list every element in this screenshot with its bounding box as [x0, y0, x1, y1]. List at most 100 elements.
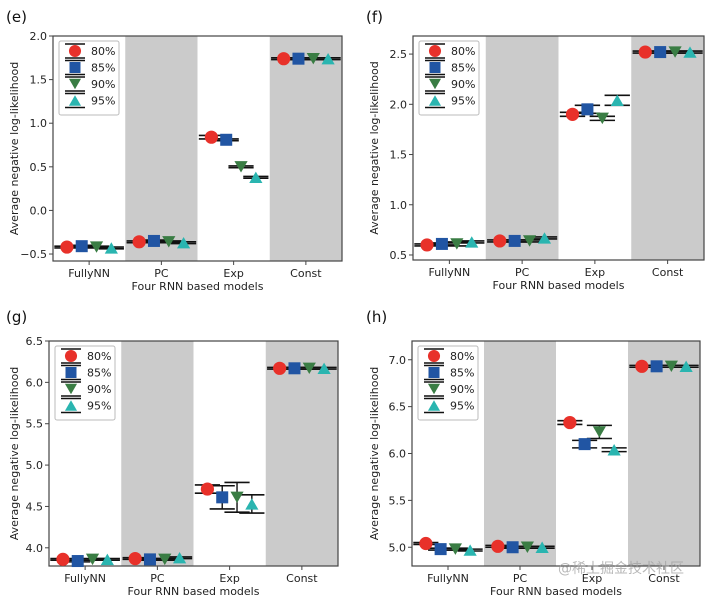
data-point-85pct — [216, 491, 229, 504]
y-tick-label: 2.0 — [30, 30, 48, 43]
y-tick-label: 1.0 — [390, 199, 408, 212]
plot-frame — [52, 35, 343, 262]
x-tick-label: Const — [286, 572, 318, 585]
chart-h: (h) 5.0 5.5 6.0 6.5 7.0 FullyNN PC Exp Const Four … — [366, 308, 701, 597]
data-point-85pct — [654, 46, 667, 59]
x-tick-label: Exp — [223, 267, 243, 280]
legend-marker-95pct — [64, 400, 78, 411]
legend-marker-95pct — [428, 95, 442, 106]
y-tick-label: 0.0 — [30, 204, 48, 217]
data-point-85pct — [147, 234, 160, 247]
legend-marker-85pct — [65, 367, 77, 378]
x-tick-label: FullyNN — [68, 267, 110, 280]
shaded-band-const — [265, 341, 338, 566]
legend-box — [417, 345, 479, 421]
chart-f: (f) 0.5 1.0 1.5 2.0 2.5 FullyNN PC Exp Const Four … — [366, 8, 705, 292]
data-point-80pct — [56, 552, 70, 566]
data-point-80pct — [204, 130, 219, 144]
shaded-band-const — [631, 36, 704, 260]
data-point-90pct — [302, 362, 316, 374]
watermark: @稀土掘金技术社区 — [558, 561, 684, 577]
legend-label: 80% — [451, 45, 475, 58]
plot-frame — [48, 340, 339, 567]
legend-marker-95pct — [427, 400, 441, 411]
data-point-80pct — [273, 361, 287, 375]
data-point-85pct — [75, 240, 88, 253]
y-tick-label: 0.5 — [390, 249, 408, 262]
data-point-80pct — [420, 238, 434, 252]
data-point-95pct — [100, 553, 114, 566]
data-point-90pct — [158, 553, 172, 566]
x-tick-label: PC — [513, 572, 528, 585]
legend-marker-95pct — [68, 95, 82, 106]
data-point-90pct — [230, 491, 244, 504]
y-tick-label: 5.0 — [26, 459, 44, 472]
data-point-90pct — [668, 46, 682, 58]
y-tick-label: 4.0 — [26, 542, 44, 555]
y-tick-label: 6.0 — [26, 376, 44, 389]
data-point-80pct — [132, 235, 146, 249]
legend-label: 90% — [451, 78, 475, 91]
legend: 80% 85% 90% 95% — [58, 40, 120, 116]
legend-label: 85% — [91, 62, 115, 75]
data-point-80pct — [60, 240, 74, 254]
panel-label: (e) — [6, 8, 27, 26]
shaded-band-pc — [125, 36, 198, 261]
legend-box — [58, 40, 120, 116]
data-point-90pct — [448, 543, 462, 555]
legend-label: 95% — [451, 95, 475, 108]
data-point-85pct — [292, 52, 305, 65]
data-point-95pct — [465, 236, 479, 248]
data-point-85pct — [506, 541, 519, 554]
x-tick-label: FullyNN — [428, 266, 470, 279]
y-axis-label: Average negative log-likelihood — [8, 62, 21, 235]
y-tick-label: 0.5 — [30, 161, 48, 174]
legend: 80% 85% 90% 95% — [54, 345, 116, 421]
data-point-95pct — [321, 52, 335, 65]
data-point-95pct — [249, 171, 263, 183]
data-point-85pct — [650, 360, 663, 373]
legend: 80% 85% 90% 95% — [418, 40, 480, 116]
data-point-80pct — [638, 45, 652, 59]
data-point-90pct — [592, 426, 606, 438]
legend-marker-80pct — [68, 44, 82, 58]
x-tick-label: Exp — [219, 572, 239, 585]
x-tick-label: FullyNN — [427, 572, 469, 585]
y-tick-label: 5.0 — [389, 541, 407, 554]
data-point-90pct — [85, 553, 100, 566]
legend-label: 90% — [91, 78, 115, 91]
legend-marker-85pct — [428, 367, 440, 378]
data-point-80pct — [563, 415, 577, 430]
legend-marker-90pct — [427, 383, 441, 395]
legend-label: 85% — [450, 367, 474, 380]
y-tick-label: 6.0 — [389, 448, 407, 461]
legend-label: 80% — [87, 350, 111, 363]
legend-label: 95% — [87, 400, 111, 413]
legend-label: 90% — [450, 383, 474, 396]
data-point-85pct — [288, 362, 301, 375]
legend-label: 80% — [450, 350, 474, 363]
x-tick-label: Const — [648, 572, 680, 585]
x-tick-label: Exp — [582, 572, 602, 585]
data-point-85pct — [581, 103, 594, 116]
legend-marker-85pct — [69, 62, 81, 73]
data-point-80pct — [565, 107, 580, 121]
y-tick-label: 1.0 — [30, 117, 48, 130]
data-point-90pct — [162, 236, 176, 248]
x-axis-label: Four RNN based models — [493, 279, 625, 292]
data-point-85pct — [220, 133, 233, 146]
data-point-85pct — [71, 555, 84, 568]
chart-panel-e: (e) −0.5 0.0 0.5 1.0 1.5 2.0 FullyNN PC Exp Const F… — [0, 0, 360, 298]
y-tick-label: 5.5 — [26, 418, 44, 431]
y-tick-label: 7.0 — [389, 354, 407, 367]
data-point-90pct — [522, 235, 537, 247]
data-point-90pct — [520, 541, 534, 553]
chart-g: (g) 4.0 4.5 5.0 5.5 6.0 6.5 FullyNN PC Exp Const Fo… — [6, 308, 339, 597]
data-point-95pct — [317, 362, 331, 374]
data-point-85pct — [434, 543, 447, 556]
x-tick-label: Const — [652, 266, 684, 279]
legend-marker-80pct — [427, 349, 441, 363]
chart-panel-h: (h) 5.0 5.5 6.0 6.5 7.0 FullyNN PC Exp Const Four … — [360, 300, 720, 597]
legend-marker-85pct — [429, 62, 441, 73]
shaded-band-pc — [121, 341, 194, 566]
